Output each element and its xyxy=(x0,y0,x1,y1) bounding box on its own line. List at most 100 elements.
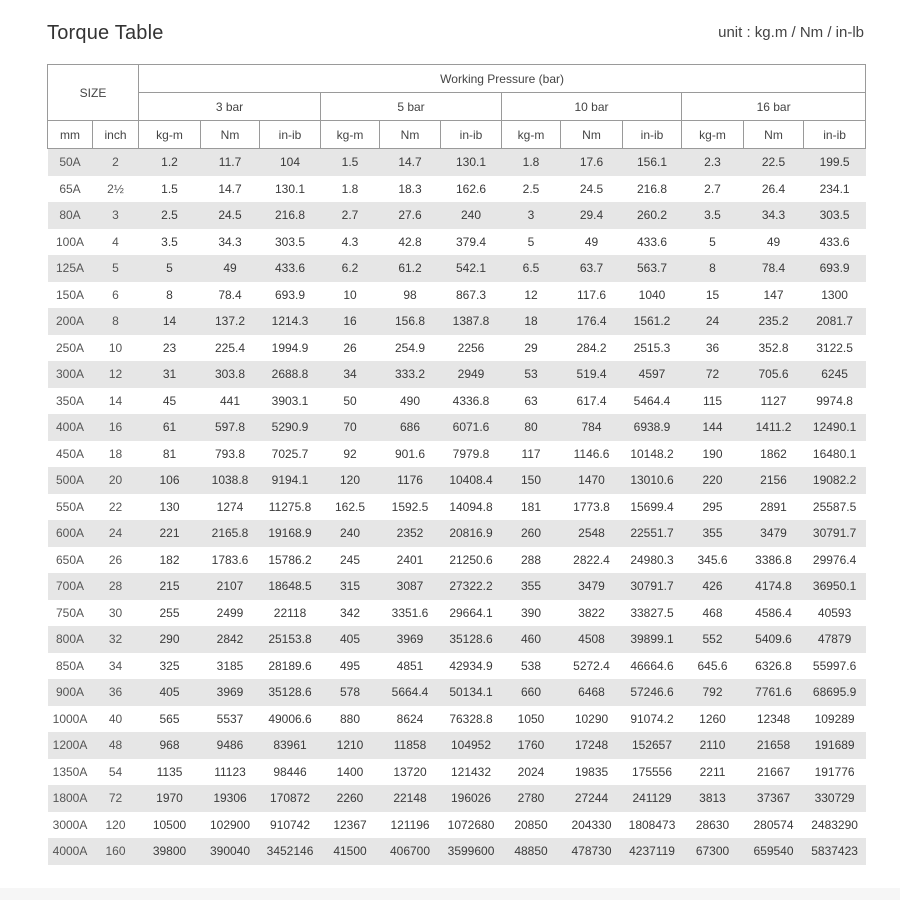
table-cell: 80A xyxy=(47,202,93,229)
table-row: 700A 28 215 2107 18648.5 315 3087 27322.2 355 347… xyxy=(47,573,866,600)
table-cell: 1862 xyxy=(743,440,804,467)
table-cell: 2½ xyxy=(92,175,139,202)
table-cell: 2260 xyxy=(320,785,380,812)
table-cell: 36950.1 xyxy=(803,573,866,600)
table-row: 400A 16 61 597.8 5290.9 70 686 6071.6 80 784 6938.… xyxy=(47,414,866,441)
table-cell: 900A xyxy=(47,679,93,706)
table-cell: 280574 xyxy=(743,811,804,838)
table-cell: 41500 xyxy=(320,838,380,865)
table-cell: 660 xyxy=(501,679,561,706)
table-cell: 49 xyxy=(560,228,623,255)
table-cell: 10148.2 xyxy=(622,440,682,467)
table-cell: 4508 xyxy=(560,626,623,653)
table-cell: 162.6 xyxy=(440,175,502,202)
table-cell: 793.8 xyxy=(200,440,260,467)
table-cell: 18 xyxy=(92,440,139,467)
table-cell: 6326.8 xyxy=(743,652,804,679)
table-cell: 659540 xyxy=(743,838,804,865)
table-row: 150A 6 8 78.4 693.9 10 98 867.3 12 117.6 1040 15 147… xyxy=(47,281,866,308)
table-cell: 28189.6 xyxy=(259,652,321,679)
table-cell: 10 xyxy=(92,334,139,361)
table-cell: 34.3 xyxy=(200,228,260,255)
table-cell: 11.7 xyxy=(200,148,260,176)
table-cell: 2548 xyxy=(560,520,623,547)
table-cell: 130.1 xyxy=(259,175,321,202)
table-cell: 597.8 xyxy=(200,414,260,441)
table-cell: 542.1 xyxy=(440,255,502,282)
table-cell: 19835 xyxy=(560,758,623,785)
table-cell: 34 xyxy=(92,652,139,679)
table-row: 500A 20 106 1038.8 9194.1 120 1176 10408.4 150 14… xyxy=(47,467,866,494)
table-cell: 910742 xyxy=(259,811,321,838)
table-cell: 1592.5 xyxy=(379,493,441,520)
table-cell: 2842 xyxy=(200,626,260,653)
pressure-header: 16 bar xyxy=(681,92,867,121)
table-cell: 5409.6 xyxy=(743,626,804,653)
table-cell: 17.6 xyxy=(560,148,623,176)
table-cell: 19082.2 xyxy=(803,467,866,494)
table-cell: 784 xyxy=(560,414,623,441)
table-cell: 1470 xyxy=(560,467,623,494)
table-cell: 21658 xyxy=(743,732,804,759)
table-cell: 405 xyxy=(138,679,201,706)
table-cell: 100A xyxy=(47,228,93,255)
table-cell: 204330 xyxy=(560,811,623,838)
table-cell: 63 xyxy=(501,387,561,414)
table-cell: 2515.3 xyxy=(622,334,682,361)
table-cell: 176.4 xyxy=(560,308,623,335)
table-cell: 379.4 xyxy=(440,228,502,255)
table-cell: 29976.4 xyxy=(803,546,866,573)
table-cell: 3969 xyxy=(200,679,260,706)
table-cell: 300A xyxy=(47,361,93,388)
table-row: 300A 12 31 303.8 2688.8 34 333.2 2949 53 519.4 459… xyxy=(47,361,866,388)
table-cell: 5 xyxy=(501,228,561,255)
column-header: kg-m xyxy=(501,120,562,149)
table-cell: 117 xyxy=(501,440,561,467)
table-cell: 1.2 xyxy=(138,148,201,176)
table-cell: 18648.5 xyxy=(259,573,321,600)
table-cell: 1200A xyxy=(47,732,93,759)
table-cell: 181 xyxy=(501,493,561,520)
table-cell: 19306 xyxy=(200,785,260,812)
table-cell: 3822 xyxy=(560,599,623,626)
table-cell: 42.8 xyxy=(379,228,441,255)
table-cell: 700A xyxy=(47,573,93,600)
table-cell: 54 xyxy=(92,758,139,785)
table-cell: 550A xyxy=(47,493,93,520)
table-cell: 433.6 xyxy=(803,228,866,255)
column-header: Nm xyxy=(200,120,261,149)
table-cell: 686 xyxy=(379,414,441,441)
table-cell: 2256 xyxy=(440,334,502,361)
table-cell: 4.3 xyxy=(320,228,380,255)
table-cell: 2780 xyxy=(501,785,561,812)
table-cell: 102900 xyxy=(200,811,260,838)
table-cell: 24 xyxy=(92,520,139,547)
table-cell: 191776 xyxy=(803,758,866,785)
table-cell: 20816.9 xyxy=(440,520,502,547)
table-cell: 315 xyxy=(320,573,380,600)
table-cell: 78.4 xyxy=(743,255,804,282)
table-cell: 2949 xyxy=(440,361,502,388)
table-cell: 3087 xyxy=(379,573,441,600)
table-cell: 225.4 xyxy=(200,334,260,361)
table-row: 1000A 40 565 5537 49006.6 880 8624 76328.8 1050 1… xyxy=(47,705,866,732)
table-cell: 16480.1 xyxy=(803,440,866,467)
table-cell: 352.8 xyxy=(743,334,804,361)
table-cell: 39899.1 xyxy=(622,626,682,653)
table-cell: 1.8 xyxy=(320,175,380,202)
table-cell: 26 xyxy=(92,546,139,573)
table-cell: 8 xyxy=(92,308,139,335)
table-cell: 72 xyxy=(681,361,744,388)
table-cell: 50134.1 xyxy=(440,679,502,706)
table-cell: 1808473 xyxy=(622,811,682,838)
table-cell: 216.8 xyxy=(259,202,321,229)
table-cell: 36 xyxy=(92,679,139,706)
table-cell: 24980.3 xyxy=(622,546,682,573)
table-cell: 12367 xyxy=(320,811,380,838)
table-cell: 3479 xyxy=(743,520,804,547)
table-header: SIZE Working Pressure (bar) 3 bar 5 bar 10… xyxy=(46,64,867,149)
table-cell: 2156 xyxy=(743,467,804,494)
table-cell: 1300 xyxy=(803,281,866,308)
table-cell: 1050 xyxy=(501,705,561,732)
table-cell: 26.4 xyxy=(743,175,804,202)
